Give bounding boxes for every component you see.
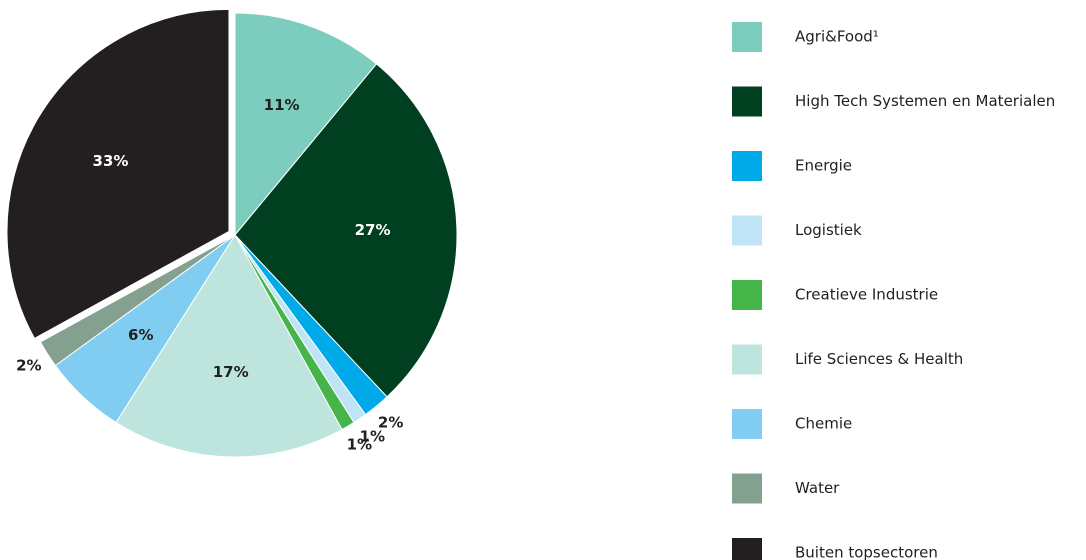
legend-label: Agri&Food¹ [795,28,879,46]
slice-label: 27% [355,221,391,239]
legend-label: Energie [795,157,852,175]
pie-slice [115,234,343,458]
legend-swatch [732,344,762,375]
slice-label: 11% [264,96,300,114]
legend-swatch [732,473,762,504]
legend-label: Buiten topsectoren [795,544,938,560]
slice-label: 1% [347,436,372,454]
slice-label: 6% [128,326,153,344]
legend-label: High Tech Systemen en Materialen [795,92,1055,110]
slice-label: 2% [16,356,41,374]
legend-swatch [732,538,762,560]
slice-label: 33% [93,152,129,170]
legend-label: Logistiek [795,221,862,239]
legend-label: Life Sciences & Health [795,350,963,368]
pie-slice [6,8,230,340]
legend-swatch [732,22,762,52]
pie-slice [39,234,236,367]
legend-label: Creatieve Industrie [795,286,938,304]
pie-slice [234,12,378,237]
legend-swatch [732,280,762,310]
legend-label: Chemie [795,415,852,433]
slice-label: 1% [360,427,385,445]
pie-slice [234,63,458,398]
legend-swatch [732,215,762,246]
legend-swatch [732,409,762,439]
legend-swatch [732,86,762,117]
slice-label: 17% [213,363,249,381]
legend-label: Water [795,479,840,497]
slice-label: 2% [378,414,403,432]
legend-swatch [732,151,762,181]
